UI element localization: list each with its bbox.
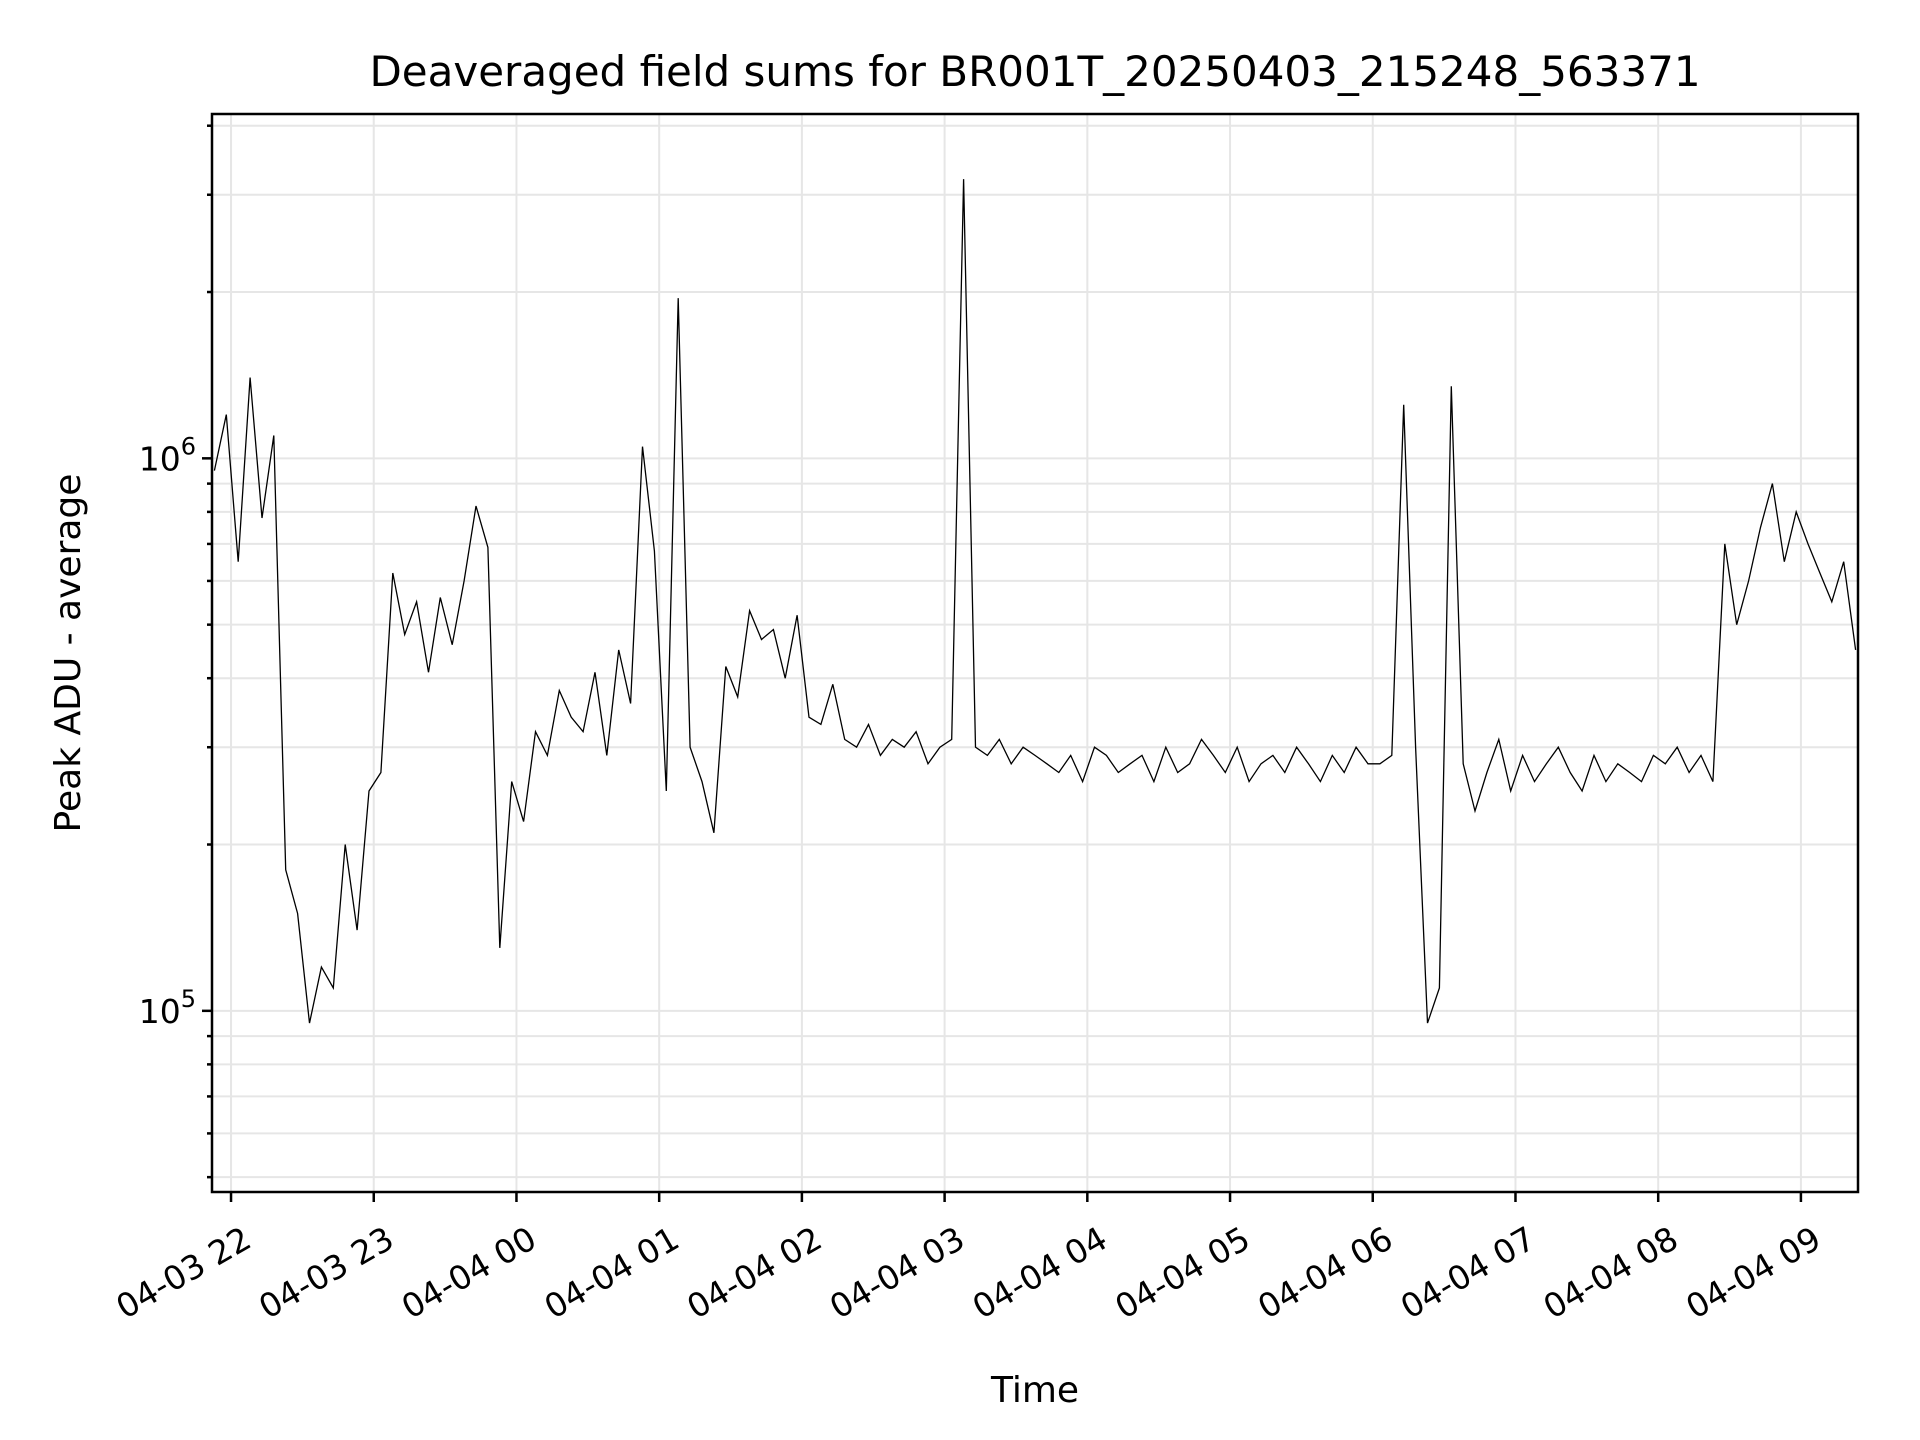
chart-title: Deaveraged field sums for BR001T_2025040… <box>369 47 1700 96</box>
y-tick-label: 106 <box>139 432 196 478</box>
plot-frame <box>210 112 1860 1194</box>
series-line <box>213 179 1857 1024</box>
y-tick-label: 105 <box>139 985 196 1031</box>
y-tick-exponent: 5 <box>181 985 196 1013</box>
y-axis-label: Peak ADU - average <box>48 474 89 833</box>
x-axis-label: Time <box>990 1370 1079 1411</box>
y-tick-exponent: 6 <box>181 432 196 460</box>
y-tick-base: 10 <box>139 992 181 1031</box>
y-tick-base: 10 <box>139 439 181 478</box>
